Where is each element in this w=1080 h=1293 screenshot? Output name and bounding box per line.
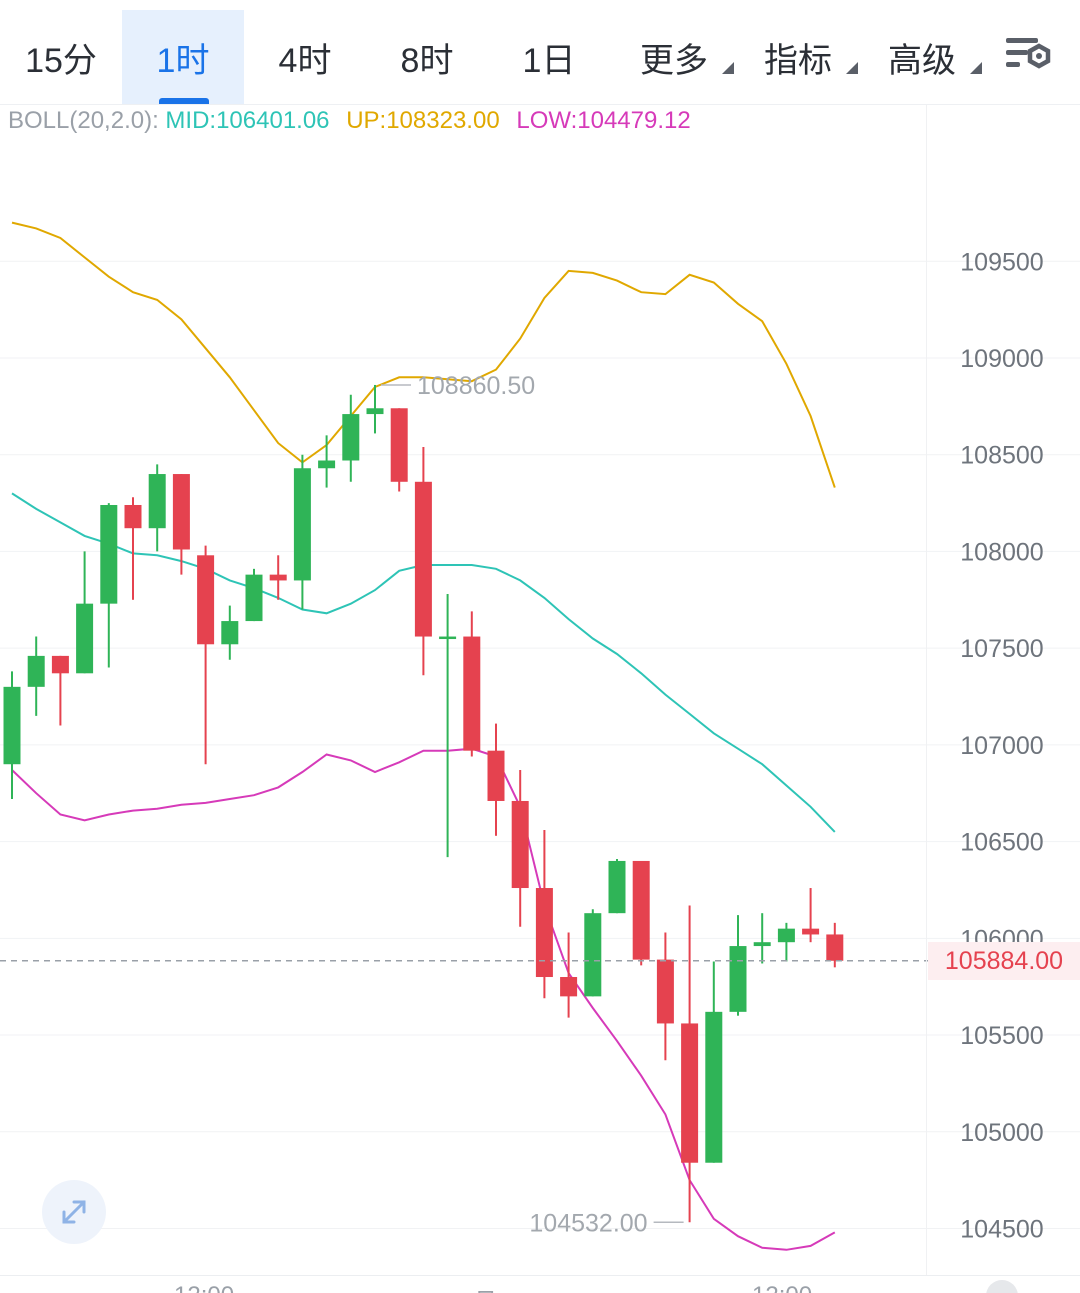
candle-up [27, 655, 45, 687]
tab-label: 1日 [522, 41, 576, 80]
candle-up [608, 860, 626, 914]
dropdown-triangle-icon [970, 62, 982, 74]
price-tick-label: 109500 [960, 248, 1043, 276]
candle-up [342, 414, 360, 461]
candle-down [269, 574, 287, 581]
candle-down [535, 888, 553, 978]
candle-up [245, 574, 263, 622]
candle-down [414, 481, 432, 637]
candle-down [511, 800, 529, 889]
scroll-handle[interactable] [986, 1280, 1018, 1293]
price-tick-label: 105500 [960, 1022, 1043, 1050]
candle-up [777, 928, 795, 943]
chart-settings-icon [1006, 38, 1051, 69]
boll-low-value: LOW:104479.12 [516, 107, 691, 134]
candle-up [221, 621, 239, 645]
boll-upper-line [11, 221, 836, 488]
candle-up [3, 686, 21, 765]
fullscreen-button[interactable] [42, 1180, 106, 1244]
tab-4h[interactable]: 4时 [244, 10, 366, 104]
tab-indicators[interactable]: 指标 [736, 10, 860, 104]
candle-up [439, 636, 457, 640]
low-price-label: 104532.00 [529, 1209, 647, 1237]
chart-settings-button[interactable] [1000, 30, 1060, 90]
candle-down [124, 504, 142, 529]
time-label: 12:00 [174, 1282, 234, 1293]
price-tick-label: 108500 [960, 442, 1043, 470]
tab-label: 4时 [278, 41, 332, 80]
candlestick-chart[interactable]: 109500 109000 108500 108000 107500 107000 1065… [0, 105, 1080, 1275]
candle-up [584, 913, 602, 997]
candle-down [802, 928, 820, 935]
candle-down [487, 750, 505, 801]
candle-up [293, 468, 311, 581]
tab-label: 1时 [156, 41, 210, 80]
price-tick-label: 105000 [960, 1119, 1043, 1147]
tab-label: 高级 [888, 41, 956, 80]
boll-mid-value: MID:106401.06 [165, 107, 330, 134]
price-tick-label: 107000 [960, 732, 1043, 760]
candle-down [560, 977, 578, 997]
tab-1d[interactable]: 1日 [488, 10, 610, 104]
high-price-label: 108860.50 [417, 372, 535, 400]
candle-up [753, 942, 771, 947]
active-tab-indicator [159, 98, 209, 104]
expand-icon [62, 1200, 86, 1224]
tab-label: 更多 [640, 41, 708, 80]
tab-8h[interactable]: 8时 [366, 10, 488, 104]
price-axis-divider [926, 105, 927, 1275]
candle-down [197, 555, 215, 645]
price-tick-label: 109000 [960, 345, 1043, 373]
tab-label: 15分 [25, 41, 97, 80]
candle-up [705, 1011, 723, 1163]
dropdown-triangle-icon [846, 62, 858, 74]
price-tick-label: 107500 [960, 635, 1043, 663]
candle-down [632, 860, 650, 960]
candle-down [656, 959, 674, 1024]
candle-up [318, 460, 336, 469]
candle-up [76, 603, 94, 674]
boll-legend-name: BOLL(20,2.0): [8, 107, 159, 134]
current-price-tag: 105884.00 [928, 942, 1080, 980]
candle-down [463, 636, 481, 751]
price-tick-label: 108000 [960, 538, 1043, 566]
tab-more[interactable]: 更多 [612, 10, 736, 104]
tab-15min[interactable]: 15分 [0, 10, 122, 104]
candle-down [51, 655, 69, 674]
dropdown-triangle-icon [722, 62, 734, 74]
time-label: 5月30 [460, 1282, 524, 1293]
price-tick-label: 104500 [960, 1216, 1043, 1244]
time-axis: 12:00 5月30 12:00 [0, 1275, 1080, 1293]
boll-lower-line [11, 747, 836, 1251]
tab-label: 8时 [400, 41, 454, 80]
candle-up [729, 946, 747, 1012]
boll-legend: BOLL(20,2.0): MID:106401.06 UP:108323.00… [8, 107, 701, 135]
boll-up-value: UP:108323.00 [346, 107, 500, 134]
candle-up [100, 504, 118, 604]
candle-up [148, 474, 166, 529]
price-tick-label: 106500 [960, 829, 1043, 857]
timeframe-toolbar: 15分 1时 4时 8时 1日 更多 指标 高级 [0, 0, 1080, 105]
tab-1h[interactable]: 1时 [122, 10, 244, 104]
time-label: 12:00 [752, 1282, 812, 1293]
tab-label: 指标 [764, 41, 832, 80]
candle-down [390, 408, 408, 482]
candle-down [826, 934, 844, 961]
candle-down [172, 474, 190, 550]
candle-down [681, 1023, 699, 1163]
candle-up [366, 408, 384, 415]
tab-advanced[interactable]: 高级 [860, 10, 984, 104]
